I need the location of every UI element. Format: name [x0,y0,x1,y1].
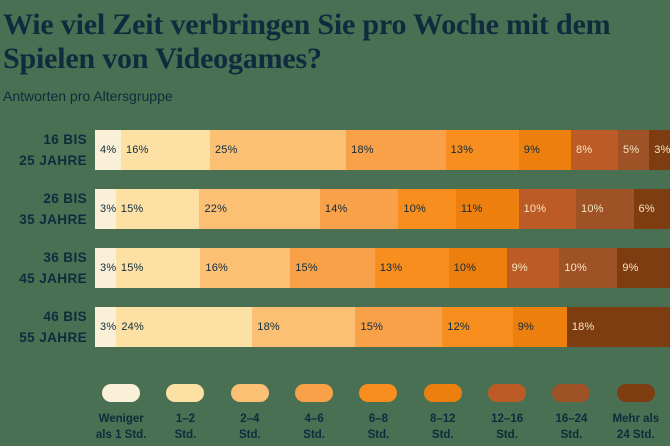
row-label-line: 25 JAHRE [19,153,87,168]
legend-item: 16–24 Std. [539,384,603,443]
legend-label: Weniger als 1 Std. [95,413,147,441]
chart-row: 26 BIS 35 JAHRE 3% 15% 22% 14% 10% 11% 10% 10% 6% [3,189,670,229]
chart-subtitle: Antworten pro Altersgruppe [3,88,173,104]
row-label-line: 36 BIS [43,250,87,265]
legend-item: 4–6 Std. [282,384,346,443]
chart-row: 46 BIS 55 JAHRE 3% 24% 18% 15% 12% 9% 18% [3,307,670,347]
stacked-bar: 3% 24% 18% 15% 12% 9% 18% [95,307,670,347]
stacked-bar: 4% 16% 25% 18% 13% 9% 8% 5% 3% [95,130,670,170]
bar-segment: 9% [518,130,572,170]
legend-item: 1–2 Std. [153,384,217,443]
bar-segment: 10% [518,189,577,229]
legend-swatch [359,384,398,402]
legend-item: Mehr als 24 Std. [604,384,668,443]
legend-label: 1–2 Std. [174,413,197,441]
bar-segment: 18% [346,130,446,170]
legend-item: 12–16 Std. [475,384,539,443]
legend-item: 2–4 Std. [218,384,282,443]
row-label-line: 46 BIS [43,309,87,324]
bar-segment: 11% [455,189,519,229]
bar-segment: 6% [633,189,670,229]
bar-segment: 10% [398,189,456,229]
bar-segment: 16% [200,248,291,288]
legend-label: 2–4 Std. [238,413,261,441]
row-label-line: 26 BIS [43,191,87,206]
bar-segment: 10% [448,248,507,288]
row-label: 36 BIS 45 JAHRE [3,247,87,289]
bar-segment: 4% [95,130,121,170]
bar-segment: 3% [649,130,670,170]
bar-segment: 3% [95,248,116,288]
legend-label: 8–12 Std. [430,413,456,441]
bar-segment: 13% [374,248,449,288]
chart-row: 16 BIS 25 JAHRE 4% 16% 25% 18% 13% 9% 8% 5% 3% [3,130,670,170]
legend-swatch [423,384,462,402]
legend-label: Mehr als 24 Std. [612,413,660,441]
chart-title: Wie viel Zeit verbringen Sie pro Woche m… [3,8,611,75]
bar-segment: 14% [319,189,399,229]
legend-label: 6–8 Std. [367,413,390,441]
chart-row: 36 BIS 45 JAHRE 3% 15% 16% 15% 13% 10% 9% 10% 9% [3,248,670,288]
bar-segment: 10% [576,189,634,229]
bar-segment: 10% [559,248,618,288]
legend-label: 4–6 Std. [303,413,326,441]
stacked-bar: 3% 15% 22% 14% 10% 11% 10% 10% 6% [95,189,670,229]
bar-segment: 15% [355,307,443,347]
row-label: 26 BIS 35 JAHRE [3,188,87,230]
bar-segment: 24% [116,307,253,347]
legend-label: 16–24 Std. [555,413,588,441]
bar-segment: 18% [566,307,670,347]
legend-item: Weniger als 1 Std. [89,384,153,443]
bar-segment: 9% [512,307,567,347]
bar-segment: 15% [115,248,201,288]
legend-swatch [616,384,655,402]
legend-swatch [552,384,591,402]
row-label: 16 BIS 25 JAHRE [3,129,87,171]
row-label-line: 45 JAHRE [19,271,87,286]
bar-segment: 5% [618,130,650,170]
row-label-line: 55 JAHRE [19,330,87,345]
stacked-bar: 3% 15% 16% 15% 13% 10% 9% 10% 9% [95,248,670,288]
bar-segment: 15% [115,189,200,229]
row-label-line: 35 JAHRE [19,212,87,227]
legend-item: 8–12 Std. [411,384,475,443]
legend-swatch [488,384,527,402]
bar-segment: 15% [290,248,375,288]
bar-segment: 3% [95,189,116,229]
row-label: 46 BIS 55 JAHRE [3,306,87,348]
bar-segment: 12% [442,307,513,347]
legend-swatch [102,384,141,402]
row-label-line: 16 BIS [43,132,87,147]
bar-segment: 9% [617,248,670,288]
legend-label: 12–16 Std. [491,413,524,441]
legend-item: 6–8 Std. [346,384,410,443]
bar-rows: 16 BIS 25 JAHRE 4% 16% 25% 18% 13% 9% 8% 5% 3% 26 B… [3,130,670,347]
bar-segment: 8% [571,130,619,170]
bar-segment: 16% [120,130,210,170]
legend-swatch [230,384,269,402]
bar-segment: 22% [199,189,320,229]
bar-segment: 9% [506,248,560,288]
legend-swatch [166,384,205,402]
bar-segment: 3% [95,307,117,347]
legend: Weniger als 1 Std. 1–2 Std. 2–4 Std. 4–6 Std. 6–… [89,384,668,443]
bar-segment: 13% [445,130,519,170]
bar-segment: 18% [252,307,356,347]
legend-swatch [295,384,334,402]
bar-segment: 25% [209,130,347,170]
